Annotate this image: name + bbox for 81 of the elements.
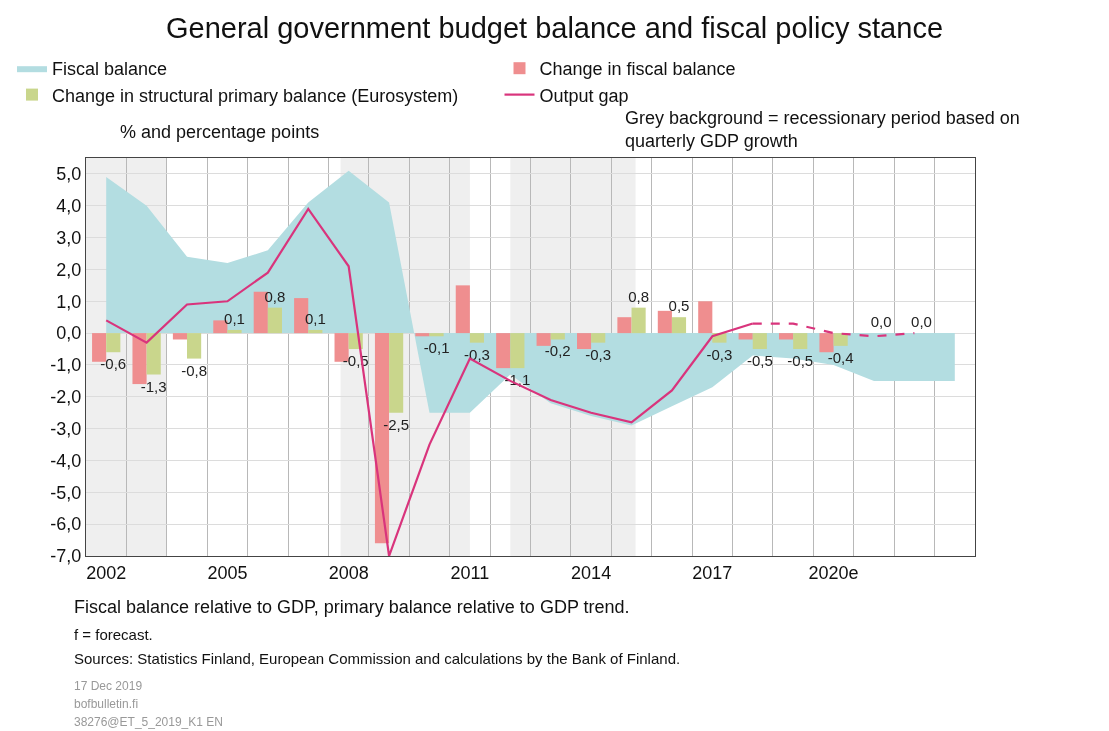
data-label: 0,0 — [911, 313, 932, 331]
bar — [510, 333, 525, 369]
bar — [550, 333, 565, 340]
bar — [267, 307, 282, 334]
bar — [793, 333, 808, 350]
bar — [496, 333, 511, 369]
y-tick-label: -5,0 — [50, 482, 82, 503]
bar — [172, 333, 188, 340]
legend-label: Change in fiscal balance — [539, 59, 736, 80]
y-tick-label: 5,0 — [56, 164, 82, 185]
bar — [469, 333, 485, 343]
x-tick-label: 2008 — [328, 562, 369, 583]
bar — [415, 333, 430, 337]
y-tick-label: -1,0 — [50, 355, 82, 376]
data-label: -0,5 — [787, 352, 814, 370]
bar — [389, 333, 404, 413]
bar — [227, 329, 242, 334]
bar — [671, 317, 687, 334]
bar — [591, 333, 606, 343]
bar — [455, 285, 470, 334]
data-label: -1,3 — [140, 377, 167, 395]
y-tick-label: -3,0 — [50, 418, 82, 439]
y-tick-label: 4,0 — [56, 196, 82, 217]
data-label: -0,3 — [706, 345, 733, 363]
x-tick-label: 2017 — [692, 562, 733, 583]
x-tick-label: 2011 — [450, 562, 490, 583]
data-label: 0,1 — [224, 309, 245, 327]
data-label: -0,3 — [464, 345, 490, 363]
y-tick-label: -2,0 — [50, 387, 82, 408]
x-tick-label: 2020e — [808, 562, 859, 583]
data-label: -0,2 — [544, 342, 571, 360]
y-tick-label: 3,0 — [56, 227, 82, 248]
x-tick-label: 2005 — [207, 562, 248, 583]
data-label: -2,5 — [383, 415, 410, 433]
data-label: 0,8 — [264, 287, 286, 305]
y-tick-label: -4,0 — [50, 450, 82, 471]
y-axis-title: % and percentage points — [120, 122, 320, 142]
data-label: 0,8 — [628, 287, 650, 305]
data-label: -0,4 — [827, 348, 854, 366]
text: Grey background = recessionary period based on quarterly GDP growth — [625, 108, 1020, 152]
bar — [617, 317, 632, 334]
x-tick-label: 2014 — [571, 562, 612, 583]
data-label: -0,5 — [746, 352, 773, 370]
y-tick-label: 0,0 — [56, 323, 82, 344]
text: Fiscal balance relative to GDP, primary balance relative to GDP trend. — [74, 597, 630, 617]
bar — [146, 333, 161, 375]
y-tick-label: -6,0 — [50, 514, 82, 535]
text: 38276@ET_5_2019_K1 EN — [74, 715, 223, 729]
data-label: -1,1 — [504, 371, 531, 389]
data-label: -0,3 — [585, 345, 612, 363]
bar — [631, 307, 646, 334]
bar — [779, 333, 794, 340]
y-tick-label: 1,0 — [56, 291, 82, 312]
data-label: 0,0 — [870, 313, 892, 331]
bar — [106, 333, 121, 353]
data-label: -0,1 — [423, 339, 450, 357]
data-label: -0,6 — [100, 355, 127, 373]
data-label: 0,1 — [304, 309, 326, 327]
bar — [308, 329, 323, 334]
bar — [576, 333, 592, 350]
bar — [819, 333, 834, 353]
bar — [429, 333, 444, 337]
source-note: Sources: Statistics Finland, European Commission and calculations by the Bank of Finland. — [74, 650, 681, 667]
bar — [187, 333, 202, 359]
y-tick-label: 2,0 — [56, 259, 82, 280]
bar — [738, 333, 753, 340]
y-tick-label: -7,0 — [50, 546, 82, 567]
bar — [833, 333, 848, 346]
text: f = forecast. — [74, 626, 153, 643]
chart-title: General government budget balance and fiscal policy stance — [165, 12, 944, 45]
text: bofbulletin.fi — [74, 697, 139, 711]
bar — [752, 333, 767, 350]
legend-label: Fiscal balance — [52, 59, 168, 80]
data-label: -0,8 — [181, 361, 208, 379]
legend-label: Output gap — [539, 85, 629, 106]
text: 17 Dec 2019 — [74, 679, 143, 693]
bar — [536, 333, 551, 346]
x-tick-label: 2002 — [86, 562, 127, 583]
bar — [698, 301, 713, 334]
legend-label: Change in structural primary balance (Eurosystem) — [52, 85, 459, 106]
data-label: 0,5 — [668, 297, 690, 315]
